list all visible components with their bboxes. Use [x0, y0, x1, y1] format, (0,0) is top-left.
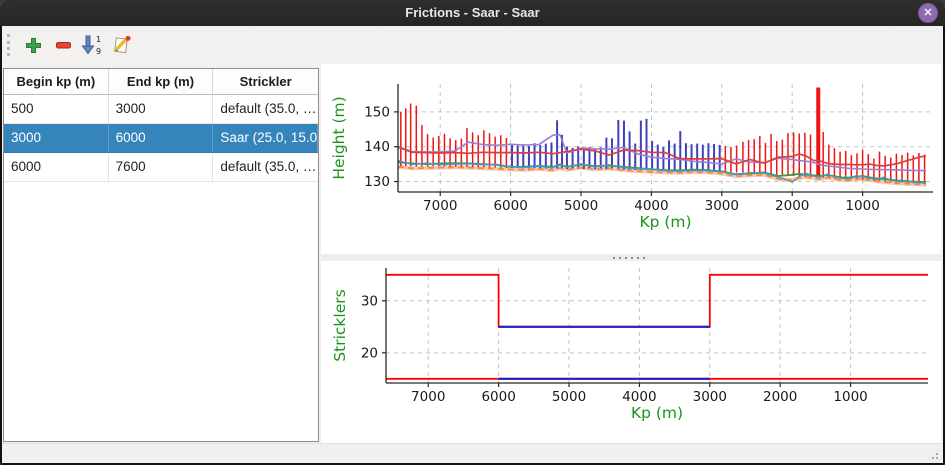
- svg-text:7000: 7000: [423, 198, 457, 214]
- cell-strickler[interactable]: Saar (25.0, 15.0): [213, 124, 318, 153]
- cell-end-kp[interactable]: 6000: [108, 124, 214, 153]
- charts-panel: 7000 6000 5000 4000 3000 2000 1000 130 140 150 Kp …: [321, 64, 941, 443]
- svg-text:5000: 5000: [564, 198, 598, 214]
- cell-begin-kp[interactable]: 500: [4, 95, 109, 124]
- svg-text:3000: 3000: [705, 198, 739, 214]
- plus-icon: [25, 37, 41, 53]
- cell-begin-kp[interactable]: 6000: [4, 153, 109, 182]
- edit-icon: [113, 35, 130, 54]
- cell-begin-kp[interactable]: 3000: [4, 124, 109, 153]
- cell-strickler[interactable]: default (35.0, …: [213, 153, 318, 182]
- add-row-button[interactable]: [20, 31, 46, 59]
- svg-text:4000: 4000: [622, 389, 656, 405]
- svg-text:150: 150: [364, 104, 390, 120]
- svg-text:3000: 3000: [693, 389, 727, 405]
- stricklers-chart: 7000 6000 5000 4000 3000 2000 1000 20 30 Kp (m) St…: [331, 268, 928, 422]
- svg-text:5000: 5000: [552, 389, 586, 405]
- close-icon: ✕: [923, 7, 933, 19]
- height-profile-chart: 7000 6000 5000 4000 3000 2000 1000 130 140 150 Kp …: [330, 84, 933, 231]
- title-bar: Frictions - Saar - Saar ✕: [0, 0, 945, 26]
- edit-friction-button[interactable]: [108, 31, 134, 59]
- friction-zones-table: Begin kp (m) End kp (m) Strickler 500 30…: [3, 68, 319, 442]
- table-body: 500 3000 default (35.0, … 3000 6000 Saar…: [4, 95, 318, 182]
- cell-strickler[interactable]: default (35.0, …: [213, 95, 318, 124]
- remove-row-button[interactable]: [50, 31, 76, 59]
- toolbar: 1 9: [2, 26, 943, 64]
- toolbar-grip[interactable]: [7, 34, 10, 56]
- svg-text:Height (m): Height (m): [330, 96, 348, 179]
- svg-text:2000: 2000: [763, 389, 797, 405]
- sort-numeric-icon: 1 9: [81, 35, 101, 55]
- svg-text:7000: 7000: [411, 389, 445, 405]
- svg-text:6000: 6000: [493, 198, 527, 214]
- svg-text:140: 140: [364, 139, 390, 155]
- svg-text:130: 130: [364, 174, 390, 190]
- svg-text:Stricklers: Stricklers: [331, 289, 349, 361]
- table-row[interactable]: 6000 7600 default (35.0, …: [4, 153, 318, 182]
- svg-text:9: 9: [96, 47, 101, 55]
- svg-text:30: 30: [361, 293, 378, 309]
- svg-text:20: 20: [361, 345, 378, 361]
- minus-icon: [55, 41, 71, 48]
- splitter-dots-icon: [613, 257, 649, 259]
- resize-grip-icon[interactable]: [927, 448, 940, 461]
- table-row[interactable]: 500 3000 default (35.0, …: [4, 95, 318, 124]
- table-header: Begin kp (m) End kp (m) Strickler: [4, 69, 318, 95]
- svg-text:4000: 4000: [634, 198, 668, 214]
- status-bar: [2, 443, 943, 463]
- svg-text:1: 1: [96, 35, 101, 44]
- svg-text:Kp (m): Kp (m): [639, 213, 691, 231]
- column-header-end-kp[interactable]: End kp (m): [108, 69, 214, 95]
- svg-text:6000: 6000: [481, 389, 515, 405]
- svg-text:Kp (m): Kp (m): [631, 404, 683, 422]
- svg-text:1000: 1000: [845, 198, 879, 214]
- cell-end-kp[interactable]: 7600: [108, 153, 214, 182]
- svg-text:1000: 1000: [833, 389, 867, 405]
- cell-end-kp[interactable]: 3000: [108, 95, 214, 124]
- window-title: Frictions - Saar - Saar: [405, 5, 540, 20]
- svg-text:2000: 2000: [775, 198, 809, 214]
- chart-splitter-handle[interactable]: [321, 254, 941, 261]
- window-body: 1 9 Begin kp (m) End kp (m) Strickler: [2, 26, 943, 463]
- column-header-begin-kp[interactable]: Begin kp (m): [4, 69, 109, 95]
- close-button[interactable]: ✕: [918, 3, 938, 23]
- column-header-strickler[interactable]: Strickler: [213, 69, 318, 95]
- sort-button[interactable]: 1 9: [78, 31, 108, 59]
- table-row-selected[interactable]: 3000 6000 Saar (25.0, 15.0): [4, 124, 318, 153]
